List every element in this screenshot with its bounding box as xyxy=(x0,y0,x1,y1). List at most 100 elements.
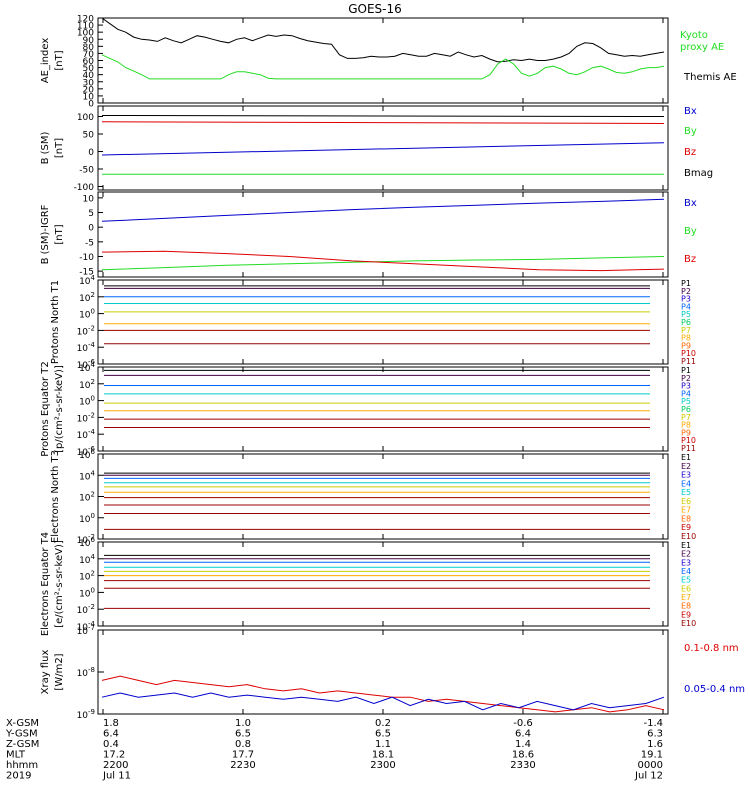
y-axis-label: Protons North T1 xyxy=(50,280,61,364)
y-tick-label: 102 xyxy=(79,491,95,504)
y-axis-unit-text: [p/(cm²-s-sr-keV)] xyxy=(54,365,65,453)
legend-e8: E8 xyxy=(681,514,691,523)
ephemeris-value: 19.1 xyxy=(641,750,663,761)
ephemeris-value: 1.1 xyxy=(375,739,391,750)
y-tick-label: 0 xyxy=(88,148,94,158)
y-axis-label: Electrons Equator T4 [e/(cm²-s-sr-keV)] xyxy=(40,532,65,636)
legend-kyoto-2: proxy AE xyxy=(680,42,724,53)
legend-p7: P7 xyxy=(681,413,691,422)
ephemeris-value: 6.4 xyxy=(103,729,119,740)
panel-frame xyxy=(97,541,669,627)
legend-e6: E6 xyxy=(681,497,691,506)
y-tick-label: 100 xyxy=(77,113,94,123)
y-tick-label: -50 xyxy=(79,166,94,176)
legend-p1: P1 xyxy=(681,366,691,375)
y-tick-label: 10-4 xyxy=(77,428,96,441)
y-tick-label: 0 xyxy=(88,224,94,234)
panel-frame xyxy=(97,105,669,191)
y-tick-label: 120 xyxy=(77,15,94,25)
legend-bz: Bz xyxy=(684,147,696,158)
ephemeris-value: 1.0 xyxy=(235,718,251,729)
series-line-bx xyxy=(101,198,665,222)
series-line-bmag xyxy=(101,115,665,117)
y-axis-label-text: Protons North T1 xyxy=(50,280,61,364)
legend-themis: Themis AE xyxy=(683,72,737,83)
ephemeris-value: 2230 xyxy=(230,760,255,771)
legend-p11: P11 xyxy=(681,357,696,366)
y-tick-label: 100 xyxy=(79,308,95,321)
legend-p8: P8 xyxy=(681,421,691,430)
y-tick-label: 100 xyxy=(79,395,95,408)
y-tick-label: 100 xyxy=(79,586,95,599)
series-line-xray xyxy=(101,675,665,713)
ephemeris-value: 2330 xyxy=(510,760,535,771)
y-tick-label: 10-7 xyxy=(77,624,95,637)
ephemeris-value: 1.8 xyxy=(103,718,119,729)
legend-bx: Bx xyxy=(684,198,697,209)
ephemeris-value: 1.4 xyxy=(515,739,531,750)
legend-e10: E10 xyxy=(681,532,696,541)
legend-p6: P6 xyxy=(681,318,691,327)
ephemeris-value: 1.6 xyxy=(647,739,663,750)
legend-e1: E1 xyxy=(681,453,691,462)
y-tick-label: 10-4 xyxy=(77,620,96,633)
y-tick-label: 104 xyxy=(79,361,95,374)
y-axis-label: B (SM) [nT] xyxy=(40,131,65,164)
panel-frame xyxy=(97,629,669,715)
legend-e3: E3 xyxy=(681,558,691,567)
legend-e2: E2 xyxy=(681,462,691,471)
legend-p3: P3 xyxy=(681,295,691,304)
legend-bz: Bz xyxy=(684,254,696,265)
legend-e8: E8 xyxy=(681,602,691,611)
ephemeris-value: 2200 xyxy=(103,760,128,771)
y-axis-label-text: Protons Equator T2 xyxy=(40,361,51,457)
ephemeris-value: Jul 11 xyxy=(102,771,131,782)
legend-bx: Bx xyxy=(684,106,697,117)
ephemeris-value: 6.4 xyxy=(515,729,531,740)
panel-frame xyxy=(97,17,669,104)
series-line-bz xyxy=(101,121,665,124)
y-tick-label: 90 xyxy=(83,36,95,46)
legend-p7: P7 xyxy=(681,326,691,335)
ephemeris-value: -1.4 xyxy=(643,718,663,729)
legend-p9: P9 xyxy=(681,341,691,350)
y-tick-label: 106 xyxy=(79,448,95,461)
y-axis-unit-text: [e/(cm²-s-sr-keV)] xyxy=(54,540,65,628)
panel-frame xyxy=(97,191,669,278)
legend-p4: P4 xyxy=(681,389,691,398)
ephemeris-label: X-GSM xyxy=(6,718,39,729)
legend-p2: P2 xyxy=(681,287,691,296)
y-tick-label: 106 xyxy=(79,536,95,549)
y-tick-label: 10 xyxy=(83,92,95,102)
series-line-bx xyxy=(101,142,665,156)
legend-p10: P10 xyxy=(681,349,696,358)
y-tick-label: 10-2 xyxy=(77,603,95,616)
legend-e7: E7 xyxy=(681,593,691,602)
y-tick-label: 20 xyxy=(83,85,95,95)
legend-bmag: Bmag xyxy=(684,168,713,179)
y-tick-label: 10-6 xyxy=(77,358,96,371)
y-tick-label: 104 xyxy=(79,553,95,566)
y-tick-label: 100 xyxy=(79,512,95,525)
ephemeris-label: Y-GSM xyxy=(5,729,38,740)
legend-xray-long: 0.1-0.8 nm xyxy=(684,643,739,654)
legend-p9: P9 xyxy=(681,428,691,437)
ephemeris-label: Z-GSM xyxy=(6,739,39,750)
legend-p10: P10 xyxy=(681,436,696,445)
legend-kyoto: Kyoto xyxy=(680,30,708,41)
ephemeris-label: hhmm xyxy=(6,760,38,771)
panel-frame xyxy=(97,279,669,365)
panel-frame xyxy=(97,366,669,452)
y-tick-label: 50 xyxy=(83,64,95,74)
y-axis-label: B (SM)-IGRF [nT] xyxy=(40,204,65,264)
panel-frame xyxy=(97,453,669,540)
legend-e5: E5 xyxy=(681,576,691,585)
y-tick-label: 60 xyxy=(83,57,95,67)
legend-p4: P4 xyxy=(681,302,691,311)
y-axis-unit-text: [nT] xyxy=(54,138,65,158)
y-tick-label: -100 xyxy=(74,183,95,193)
y-axis-label: Electrons North T3 xyxy=(50,450,61,543)
series-line-xray xyxy=(101,692,665,711)
legend-p1: P1 xyxy=(681,279,691,288)
